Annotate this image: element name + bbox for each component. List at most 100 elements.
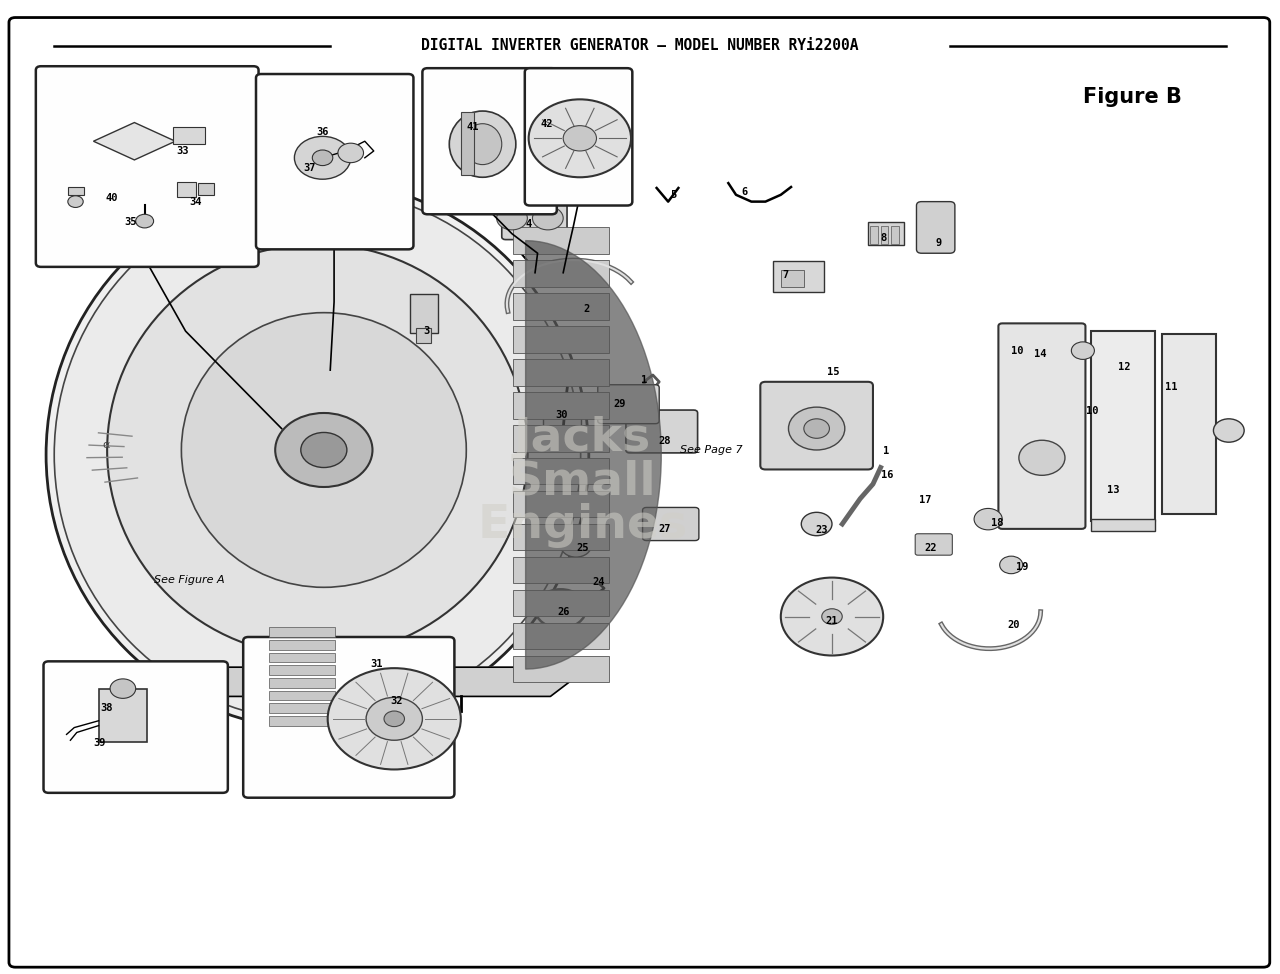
- FancyBboxPatch shape: [243, 637, 454, 798]
- Circle shape: [788, 407, 845, 450]
- Text: 20: 20: [1007, 620, 1020, 630]
- Text: 28: 28: [658, 436, 671, 446]
- Bar: [1091, 519, 1155, 531]
- FancyBboxPatch shape: [422, 68, 557, 214]
- Bar: [416, 328, 431, 343]
- Circle shape: [338, 143, 364, 163]
- Bar: [513, 426, 609, 452]
- Bar: [173, 127, 205, 144]
- Circle shape: [532, 206, 563, 230]
- FancyBboxPatch shape: [760, 382, 873, 469]
- FancyBboxPatch shape: [502, 197, 567, 240]
- FancyBboxPatch shape: [9, 18, 1270, 967]
- Circle shape: [1000, 556, 1023, 574]
- FancyBboxPatch shape: [598, 385, 659, 424]
- Bar: [99, 689, 147, 742]
- Text: 3: 3: [424, 326, 429, 336]
- Bar: [269, 678, 335, 688]
- Ellipse shape: [46, 180, 589, 730]
- Ellipse shape: [463, 124, 502, 165]
- Text: 19: 19: [1016, 562, 1029, 572]
- Polygon shape: [93, 123, 175, 160]
- Text: 38: 38: [100, 703, 113, 713]
- FancyBboxPatch shape: [998, 323, 1085, 529]
- Bar: [269, 691, 335, 700]
- Text: 14: 14: [1034, 349, 1047, 358]
- Text: 1: 1: [641, 375, 646, 385]
- Text: α: α: [102, 440, 110, 450]
- Circle shape: [366, 697, 422, 740]
- Text: Engines: Engines: [477, 504, 687, 548]
- Bar: [269, 640, 335, 650]
- Bar: [513, 491, 609, 517]
- Text: 41: 41: [466, 122, 479, 131]
- Text: 12: 12: [1117, 362, 1130, 372]
- Bar: [513, 524, 609, 550]
- Text: 6: 6: [742, 187, 748, 197]
- FancyBboxPatch shape: [256, 74, 413, 249]
- Circle shape: [1019, 440, 1065, 475]
- Circle shape: [110, 679, 136, 698]
- Bar: [269, 627, 335, 637]
- Text: 26: 26: [557, 607, 570, 617]
- Circle shape: [801, 512, 832, 536]
- Bar: [513, 557, 609, 583]
- Text: 1: 1: [883, 446, 888, 456]
- Text: 13: 13: [1107, 485, 1120, 495]
- Circle shape: [68, 196, 83, 207]
- Bar: [513, 393, 609, 419]
- Bar: [269, 665, 335, 675]
- Text: Figure B: Figure B: [1083, 88, 1183, 107]
- Ellipse shape: [54, 188, 581, 722]
- Text: 39: 39: [93, 738, 106, 748]
- Circle shape: [529, 99, 631, 177]
- Circle shape: [328, 668, 461, 769]
- Text: 16: 16: [881, 470, 893, 480]
- Bar: [891, 226, 899, 244]
- Text: 33: 33: [177, 146, 189, 156]
- Ellipse shape: [449, 111, 516, 177]
- Ellipse shape: [108, 244, 527, 656]
- Circle shape: [136, 214, 154, 228]
- Bar: [513, 590, 609, 617]
- Text: Jacks: Jacks: [513, 416, 652, 461]
- FancyBboxPatch shape: [643, 507, 699, 541]
- Circle shape: [1071, 342, 1094, 359]
- Circle shape: [275, 413, 372, 487]
- Text: See Figure A: See Figure A: [154, 575, 225, 584]
- Text: 18: 18: [991, 518, 1004, 528]
- Bar: [513, 293, 609, 319]
- Bar: [870, 226, 878, 244]
- Bar: [410, 294, 438, 333]
- Bar: [461, 112, 474, 175]
- Text: 40: 40: [105, 193, 118, 203]
- Circle shape: [561, 534, 591, 557]
- Circle shape: [497, 206, 527, 230]
- Text: 7: 7: [783, 270, 788, 280]
- Bar: [513, 228, 609, 254]
- Bar: [68, 187, 84, 195]
- Bar: [513, 260, 609, 286]
- Bar: [868, 222, 904, 245]
- Text: 36: 36: [316, 128, 329, 137]
- Bar: [513, 623, 609, 650]
- Text: 32: 32: [390, 696, 403, 706]
- Text: 15: 15: [827, 367, 840, 377]
- Text: 11: 11: [1165, 382, 1178, 392]
- Bar: [543, 401, 581, 431]
- Bar: [177, 182, 196, 197]
- Text: 31: 31: [370, 659, 383, 669]
- Bar: [513, 326, 609, 353]
- FancyBboxPatch shape: [36, 66, 259, 267]
- Circle shape: [384, 711, 404, 727]
- Text: 10: 10: [1011, 346, 1024, 356]
- Bar: [1162, 334, 1216, 514]
- Text: 25: 25: [576, 543, 589, 553]
- Bar: [781, 270, 804, 287]
- Circle shape: [1213, 419, 1244, 442]
- Polygon shape: [526, 241, 662, 669]
- FancyBboxPatch shape: [626, 410, 698, 453]
- Text: 35: 35: [124, 217, 137, 227]
- Circle shape: [974, 508, 1002, 530]
- FancyBboxPatch shape: [915, 534, 952, 555]
